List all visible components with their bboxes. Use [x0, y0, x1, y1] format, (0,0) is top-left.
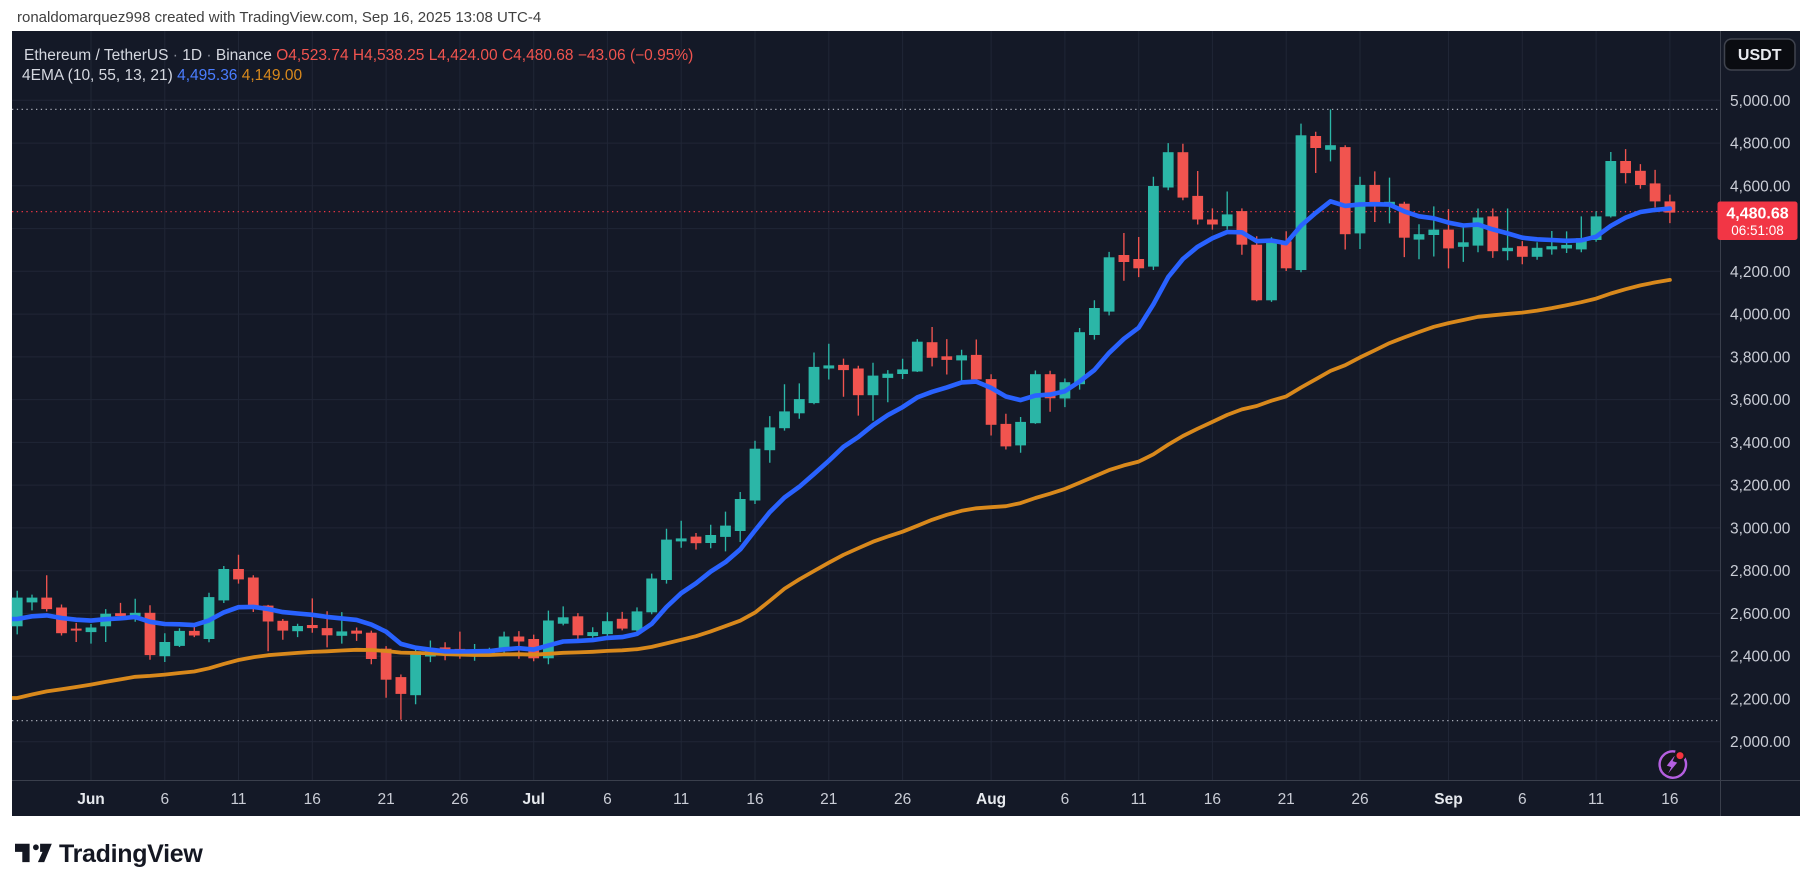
svg-text:2,000.00: 2,000.00	[1730, 734, 1791, 751]
svg-text:3,800.00: 3,800.00	[1730, 349, 1791, 366]
svg-text:Ethereum / TetherUS · 1D · Bin: Ethereum / TetherUS · 1D · Binance O4,52…	[24, 47, 693, 64]
svg-text:3,400.00: 3,400.00	[1730, 435, 1791, 452]
svg-text:26: 26	[1351, 791, 1368, 808]
svg-text:4,480.68: 4,480.68	[1726, 206, 1788, 223]
svg-text:06:51:08: 06:51:08	[1731, 223, 1784, 238]
svg-text:26: 26	[894, 791, 911, 808]
svg-text:3,000.00: 3,000.00	[1730, 520, 1791, 537]
svg-text:6: 6	[1061, 791, 1070, 808]
svg-text:16: 16	[746, 791, 763, 808]
svg-text:21: 21	[377, 791, 394, 808]
svg-text:2,200.00: 2,200.00	[1730, 691, 1791, 708]
svg-text:6: 6	[1518, 791, 1527, 808]
svg-text:Jun: Jun	[77, 791, 105, 808]
svg-text:2,800.00: 2,800.00	[1730, 563, 1791, 580]
svg-text:4,800.00: 4,800.00	[1730, 136, 1791, 153]
svg-text:6: 6	[603, 791, 612, 808]
svg-text:26: 26	[451, 791, 468, 808]
svg-text:Sep: Sep	[1434, 791, 1462, 808]
svg-text:4EMA (10, 55, 13, 21) 4,495.36: 4EMA (10, 55, 13, 21) 4,495.36 4,149.00	[22, 67, 302, 84]
svg-text:4,600.00: 4,600.00	[1730, 178, 1791, 195]
svg-text:3,200.00: 3,200.00	[1730, 478, 1791, 495]
svg-text:Aug: Aug	[976, 791, 1006, 808]
svg-text:16: 16	[1661, 791, 1678, 808]
svg-text:USDT: USDT	[1738, 47, 1782, 64]
svg-text:ronaldomarquez998 created with: ronaldomarquez998 created with TradingVi…	[17, 9, 541, 26]
svg-text:2,600.00: 2,600.00	[1730, 606, 1791, 623]
svg-text:2,400.00: 2,400.00	[1730, 649, 1791, 666]
svg-text:11: 11	[1588, 791, 1604, 808]
svg-text:16: 16	[1204, 791, 1221, 808]
svg-text:4,200.00: 4,200.00	[1730, 264, 1791, 281]
svg-text:21: 21	[1278, 791, 1295, 808]
svg-text:Jul: Jul	[522, 791, 544, 808]
svg-text:11: 11	[230, 791, 246, 808]
svg-text:3,600.00: 3,600.00	[1730, 392, 1791, 409]
svg-text:11: 11	[673, 791, 689, 808]
svg-text:11: 11	[1131, 791, 1147, 808]
svg-text:TradingView: TradingView	[59, 840, 203, 868]
svg-text:5,000.00: 5,000.00	[1730, 93, 1791, 110]
svg-text:21: 21	[820, 791, 837, 808]
svg-text:6: 6	[160, 791, 169, 808]
svg-text:16: 16	[304, 791, 321, 808]
svg-text:4,000.00: 4,000.00	[1730, 307, 1791, 324]
